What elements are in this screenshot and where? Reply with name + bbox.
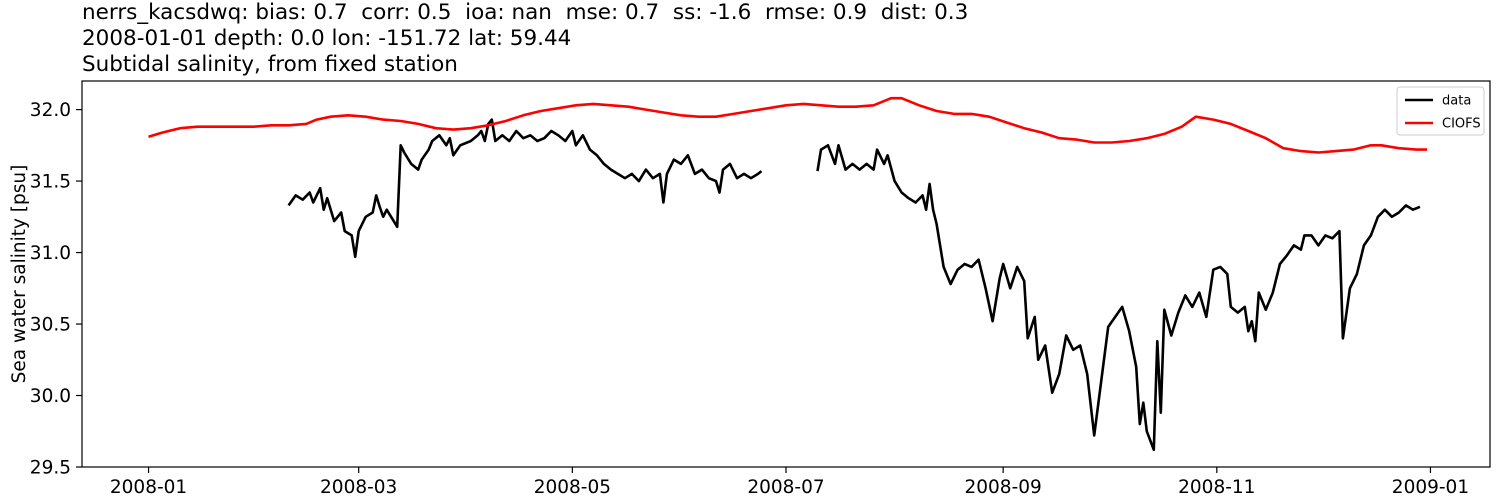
x-tick-label: 2008-03	[320, 477, 397, 498]
legend: data CIOFS	[1396, 86, 1485, 136]
series-line-data-segment-1	[287, 118, 763, 259]
series-line-ciofs-segment-1	[148, 96, 1427, 154]
x-tick-label: 2008-05	[534, 477, 611, 498]
y-tick-label: 31.5	[30, 172, 71, 193]
chart-title-description: Subtidal salinity, from fixed station	[82, 52, 458, 77]
y-tick-label: 29.5	[30, 458, 71, 479]
x-tick-label: 2008-11	[1178, 477, 1255, 498]
chart-titles: nerrs_kacsdwq: bias: 0.7 corr: 0.5 ioa: …	[82, 0, 968, 78]
x-tick-label: 2009-01	[1392, 477, 1469, 498]
y-tick-label: 32.0	[30, 100, 71, 121]
y-tick-label: 31.0	[30, 243, 71, 264]
chart-title-station: 2008-01-01 depth: 0.0 lon: -151.72 lat: …	[82, 26, 572, 51]
y-axis-label: Sea water salinity [psu]	[9, 165, 30, 384]
axes-frame	[81, 80, 1491, 468]
series-line-data-segment-2	[816, 144, 1421, 452]
y-tick-label: 30.0	[30, 386, 71, 407]
y-axis: 29.5 30.0 30.5 31.0 31.5 32.0	[30, 100, 82, 479]
legend-label-data: data	[1442, 94, 1471, 109]
x-tick-label: 2008-09	[964, 477, 1041, 498]
x-tick-label: 2008-07	[747, 477, 824, 498]
legend-label-ciofs: CIOFS	[1442, 117, 1481, 132]
x-axis: 2008-01 2008-03 2008-05 2008-07 2008-09 2008-…	[110, 467, 1469, 498]
x-tick-label: 2008-01	[110, 477, 187, 498]
series-layer	[148, 96, 1427, 452]
chart-title-stats: nerrs_kacsdwq: bias: 0.7 corr: 0.5 ioa: …	[82, 0, 969, 25]
y-tick-label: 30.5	[30, 315, 71, 336]
